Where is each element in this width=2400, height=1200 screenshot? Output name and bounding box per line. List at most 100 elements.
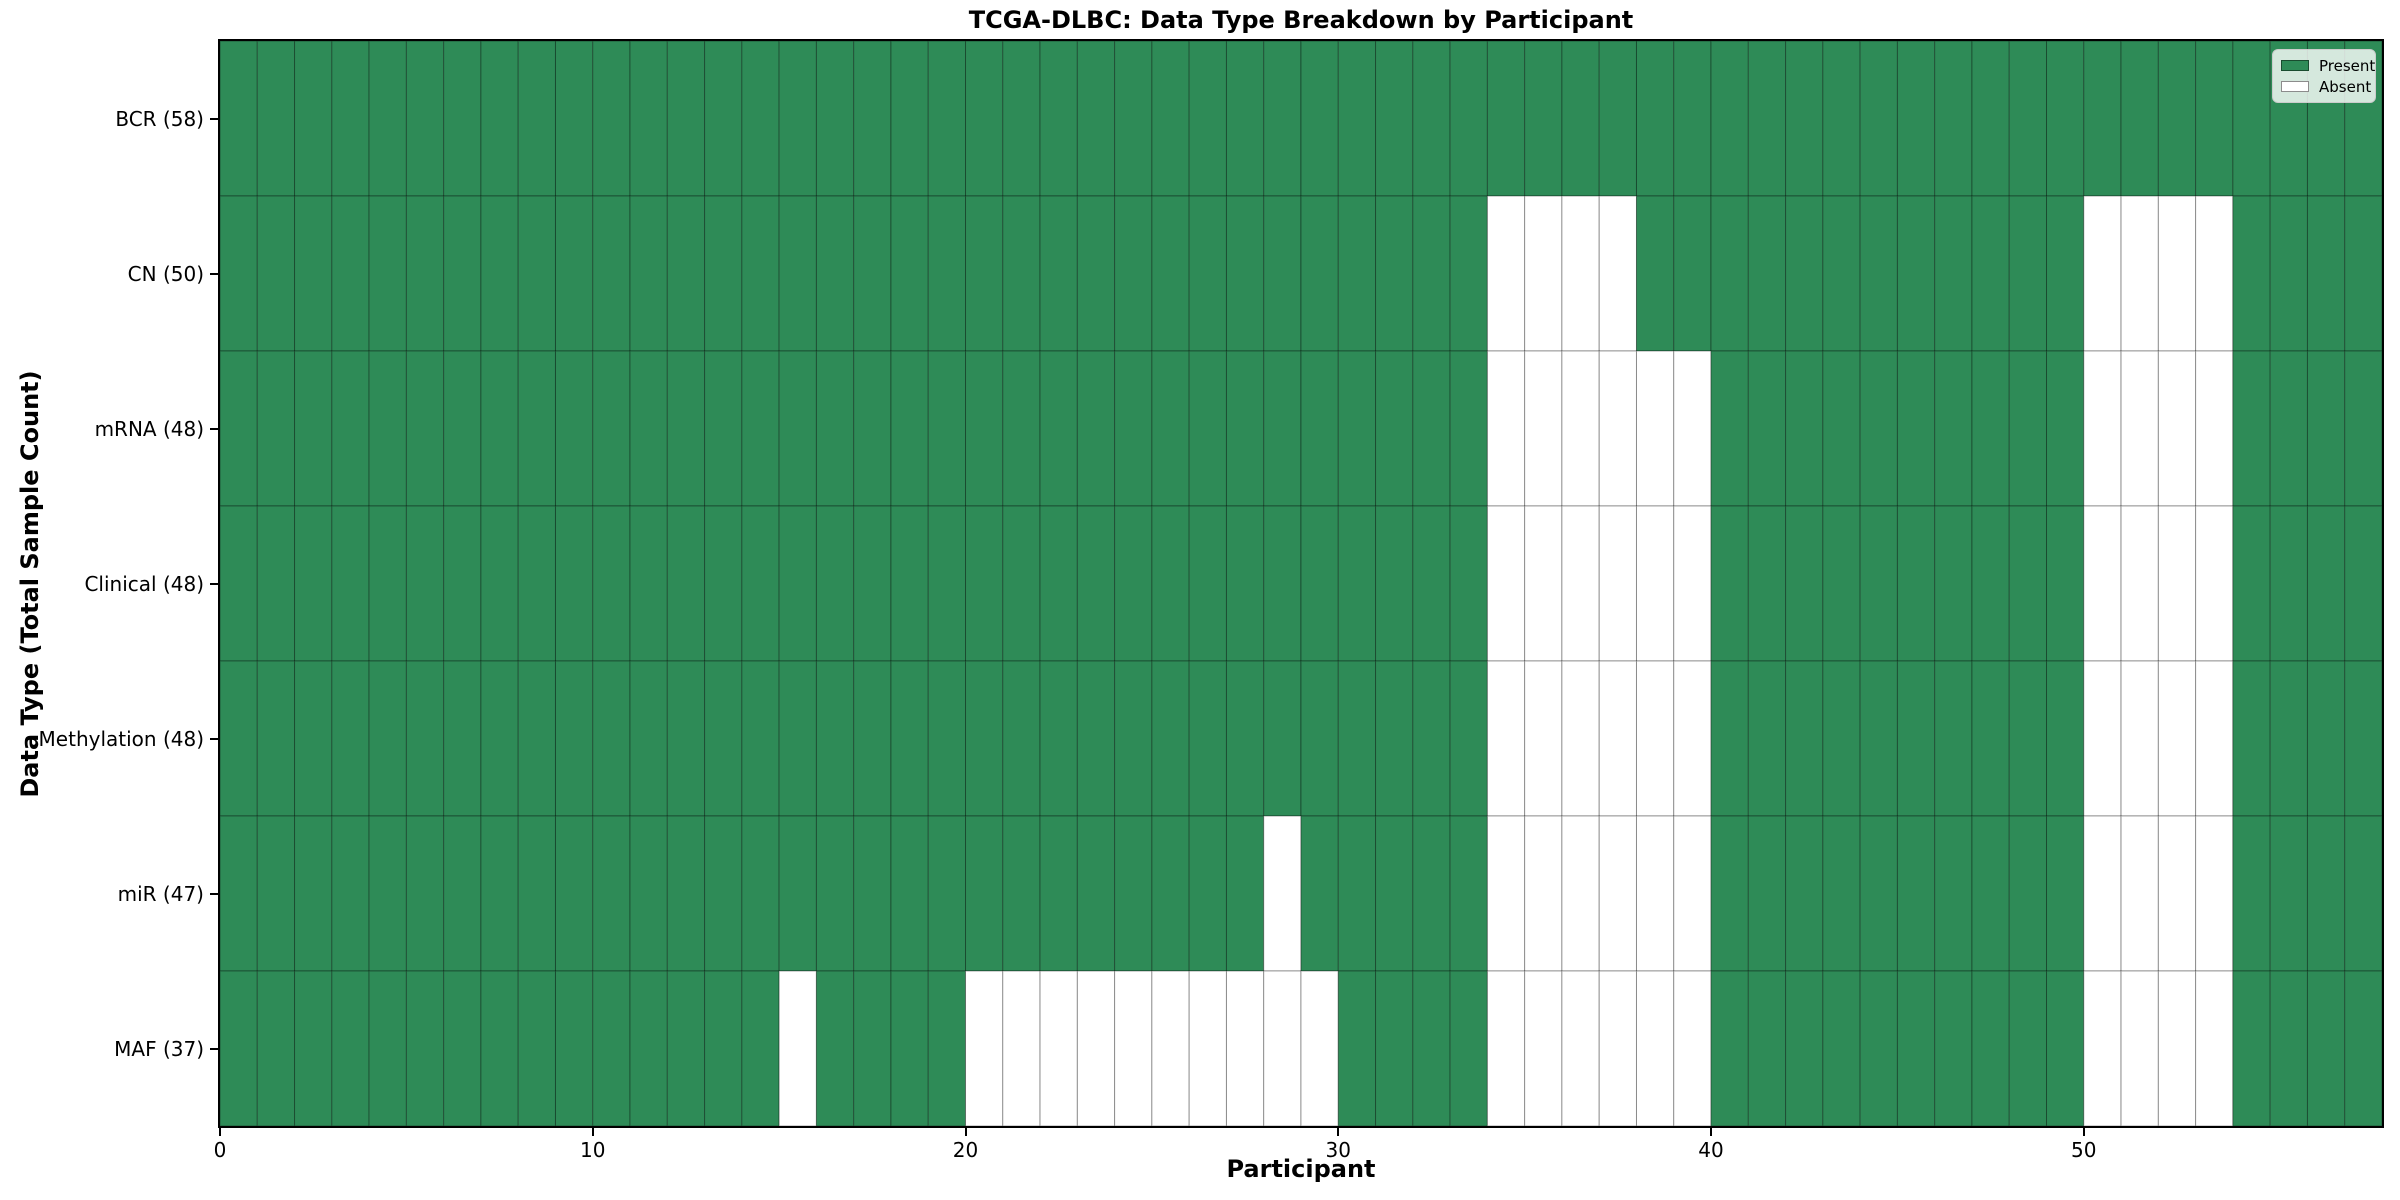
heatmap-cell <box>517 350 556 507</box>
heatmap-cell <box>2232 41 2271 197</box>
heatmap-cell <box>256 195 296 352</box>
heatmap-cell <box>2232 350 2271 507</box>
heatmap-cell <box>1375 970 1414 1126</box>
heatmap-cell <box>1263 505 1302 662</box>
heatmap-cell <box>1971 195 2010 352</box>
heatmap-cell <box>704 970 743 1126</box>
heatmap-cell <box>1039 660 1078 817</box>
heatmap-cell <box>1635 660 1675 817</box>
heatmap-cell <box>2157 815 2197 972</box>
heatmap-cell <box>704 350 743 507</box>
heatmap-cell <box>443 195 482 352</box>
heatmap-cell <box>2232 970 2271 1126</box>
heatmap-cell <box>592 970 631 1126</box>
heatmap-cell <box>1188 350 1227 507</box>
heatmap-cell <box>1561 195 1600 352</box>
heatmap-cell <box>778 660 817 817</box>
heatmap-cell <box>927 350 967 507</box>
y-tick-mark <box>210 582 218 585</box>
heatmap-cell <box>1971 505 2010 662</box>
heatmap-cell <box>1076 350 1116 507</box>
heatmap-cell <box>480 970 519 1126</box>
heatmap-cell <box>256 505 296 662</box>
heatmap-cell <box>2157 505 2197 662</box>
heatmap-cell <box>1412 505 1451 662</box>
heatmap-cell <box>1375 195 1414 352</box>
heatmap-cell <box>2046 350 2085 507</box>
heatmap-cell <box>1039 350 1078 507</box>
heatmap-cell <box>1412 195 1451 352</box>
heatmap-cell <box>1934 970 1973 1126</box>
heatmap-cell <box>443 505 482 662</box>
heatmap-cell <box>1785 350 1824 507</box>
heatmap-cell <box>890 660 929 817</box>
legend-item-absent: Absent <box>2281 78 2371 96</box>
heatmap-cell <box>666 350 706 507</box>
heatmap-cell <box>1114 970 1153 1126</box>
heatmap-cell <box>2008 970 2048 1126</box>
heatmap-cell <box>1337 970 1377 1126</box>
heatmap-cell <box>1710 970 1749 1126</box>
heatmap-cell <box>1300 505 1339 662</box>
heatmap-cell <box>1114 505 1153 662</box>
heatmap-cell <box>1188 815 1227 972</box>
heatmap-cell <box>890 350 929 507</box>
heatmap-cell <box>2046 815 2085 972</box>
heatmap-cell <box>1710 505 1749 662</box>
y-tick-label: Methylation (48) <box>38 726 204 751</box>
heatmap-cell <box>1896 970 1936 1126</box>
heatmap-cell <box>1785 505 1824 662</box>
heatmap-cell <box>927 815 967 972</box>
heatmap-cell <box>741 41 780 197</box>
heatmap-cell <box>1114 41 1153 197</box>
heatmap-cell <box>1412 41 1451 197</box>
heatmap-cell <box>1822 815 1861 972</box>
y-tick-mark <box>210 272 218 275</box>
heatmap-cell <box>815 195 855 352</box>
heatmap-cell <box>704 660 743 817</box>
heatmap-cell <box>1114 660 1153 817</box>
heatmap-cell <box>1859 660 1898 817</box>
heatmap-cell <box>2046 660 2085 817</box>
heatmap-cell <box>1337 660 1377 817</box>
heatmap-cell <box>1561 505 1600 662</box>
heatmap-cell <box>2120 660 2159 817</box>
heatmap-cell <box>1225 815 1265 972</box>
heatmap-cell <box>2083 660 2122 817</box>
heatmap-cell <box>1524 350 1563 507</box>
heatmap-cell <box>1635 815 1675 972</box>
heatmap-cell <box>1635 350 1675 507</box>
heatmap-cell <box>517 41 556 197</box>
heatmap-cell <box>554 815 594 972</box>
heatmap-cell <box>741 350 780 507</box>
heatmap-cell <box>220 505 258 662</box>
heatmap-cell <box>480 505 519 662</box>
heatmap-cell <box>1785 815 1824 972</box>
heatmap-cell <box>517 505 556 662</box>
heatmap-cell <box>890 195 929 352</box>
heatmap-cell <box>294 970 333 1126</box>
heatmap-cell <box>1710 195 1749 352</box>
heatmap-cell <box>2157 195 2197 352</box>
heatmap-cell <box>1896 41 1936 197</box>
x-tick-label: 20 <box>952 1138 979 1162</box>
y-tick-label: MAF (37) <box>114 1036 204 1061</box>
heatmap-cell <box>853 815 892 972</box>
heatmap-cell <box>1524 970 1563 1126</box>
heatmap-cell <box>1673 350 1712 507</box>
heatmap-cell <box>704 41 743 197</box>
heatmap-cell <box>629 970 668 1126</box>
heatmap-cell <box>741 815 780 972</box>
heatmap-cell <box>1598 970 1637 1126</box>
heatmap-cell <box>1039 815 1078 972</box>
heatmap-cell <box>1635 195 1675 352</box>
heatmap-cell <box>1673 815 1712 972</box>
heatmap-cell <box>1673 660 1712 817</box>
heatmap-cell <box>853 41 892 197</box>
heatmap-cell <box>1076 970 1116 1126</box>
heatmap-cell <box>1002 660 1041 817</box>
heatmap-cell <box>480 815 519 972</box>
heatmap-cell <box>592 815 631 972</box>
heatmap-cell <box>405 505 445 662</box>
